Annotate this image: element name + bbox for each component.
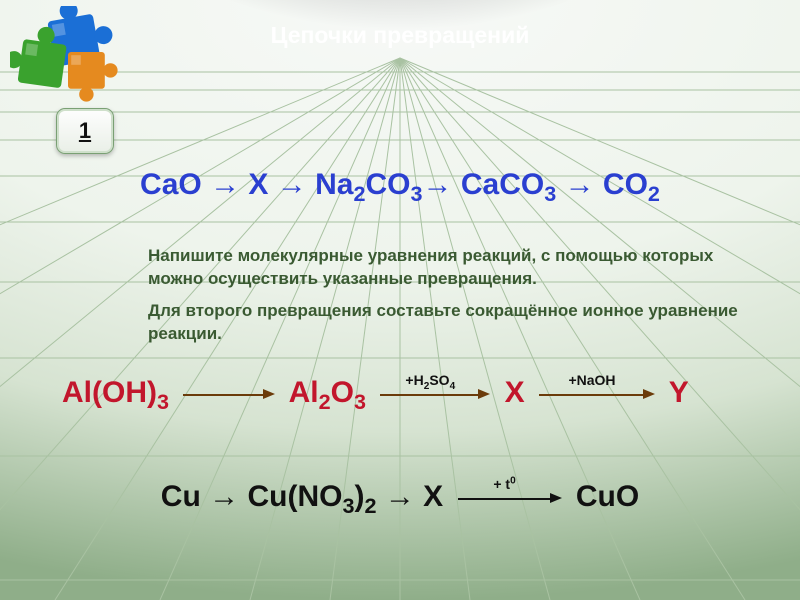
chain3-cuno32: Cu(NO3)2: [247, 480, 384, 513]
sub: 3: [544, 181, 556, 206]
sub: 2: [353, 181, 365, 206]
arrow-condition-naoh: +NaOH: [539, 372, 645, 388]
chain1-text: CaO → X → Na2CO3→ CaCO3 → CO2: [140, 168, 660, 201]
sup-t: + t: [493, 476, 510, 492]
al: Al: [289, 376, 319, 409]
arrow-with-condition: +NaOH: [539, 388, 655, 400]
chain3-cuo: CuO: [576, 480, 639, 513]
arrow-icon: [183, 388, 275, 400]
chain1-x: X: [248, 168, 268, 201]
para2-text: Для второго превращения составьте сокращ…: [148, 301, 738, 343]
sup-deg: 0: [510, 475, 516, 486]
transformation-chain-3: Cu → Cu(NO3)2 → X + t0 CuO: [0, 480, 800, 514]
arrow-icon: →: [565, 168, 595, 201]
badge-label: 1: [79, 118, 91, 144]
sub: 2: [648, 181, 660, 206]
chain2-al2o3: Al2O3: [289, 376, 375, 409]
sub: 2: [319, 389, 331, 414]
arrow-with-condition: + t0: [458, 492, 562, 504]
paren: ): [354, 480, 364, 513]
chain1-co: CO: [366, 168, 411, 201]
chain1-co2: CO: [603, 168, 648, 201]
sup-h: +H: [405, 372, 423, 388]
chain2-y: Y: [669, 376, 689, 409]
chain3-cu: Cu: [161, 480, 201, 513]
chain1-caco: CaCO: [461, 168, 544, 201]
aloh: Al(OH): [62, 376, 157, 409]
sub: 3: [342, 493, 354, 518]
arrow-icon: →: [385, 480, 415, 513]
title-text: Цепочки превращений: [271, 22, 530, 48]
sub: 2: [364, 493, 376, 518]
transformation-chain-1: CaO → X → Na2CO3→ CaCO3 → CO2: [0, 168, 800, 202]
instruction-paragraph-2: Для второго превращения составьте сокращ…: [148, 300, 740, 346]
chain3-x: X: [423, 480, 443, 513]
sub: 3: [157, 389, 169, 414]
arrow-icon: →: [423, 168, 453, 201]
instruction-paragraph-1: Напишите молекулярные уравнения реакций,…: [148, 245, 740, 291]
arrow-condition-h2so4: +H2SO4: [380, 372, 480, 388]
arrow-icon: →: [277, 168, 307, 201]
o: O: [331, 376, 354, 409]
number-badge: 1: [56, 108, 114, 154]
transformation-chain-2: Al(OH)3 Al2O3 +H2SO4 X +NaOH Y: [62, 376, 689, 410]
sub: 3: [411, 181, 423, 206]
arrow-with-condition: +H2SO4: [380, 388, 490, 400]
para1-text: Напишите молекулярные уравнения реакций,…: [148, 246, 713, 288]
arrow-condition-t: + t0: [458, 476, 552, 492]
chain1-na: Na: [315, 168, 353, 201]
chain2-x: X: [505, 376, 525, 409]
arrow-icon: →: [210, 168, 240, 201]
cuno: Cu(NO: [247, 480, 342, 513]
chain2-aloh3: Al(OH)3: [62, 376, 177, 409]
sub: 3: [354, 389, 366, 414]
chain1-cao: CaO: [140, 168, 202, 201]
sup-so: SO: [429, 372, 449, 388]
slide-title: Цепочки превращений: [0, 22, 800, 49]
arrow-icon: →: [209, 480, 239, 513]
sub: 4: [450, 381, 456, 392]
